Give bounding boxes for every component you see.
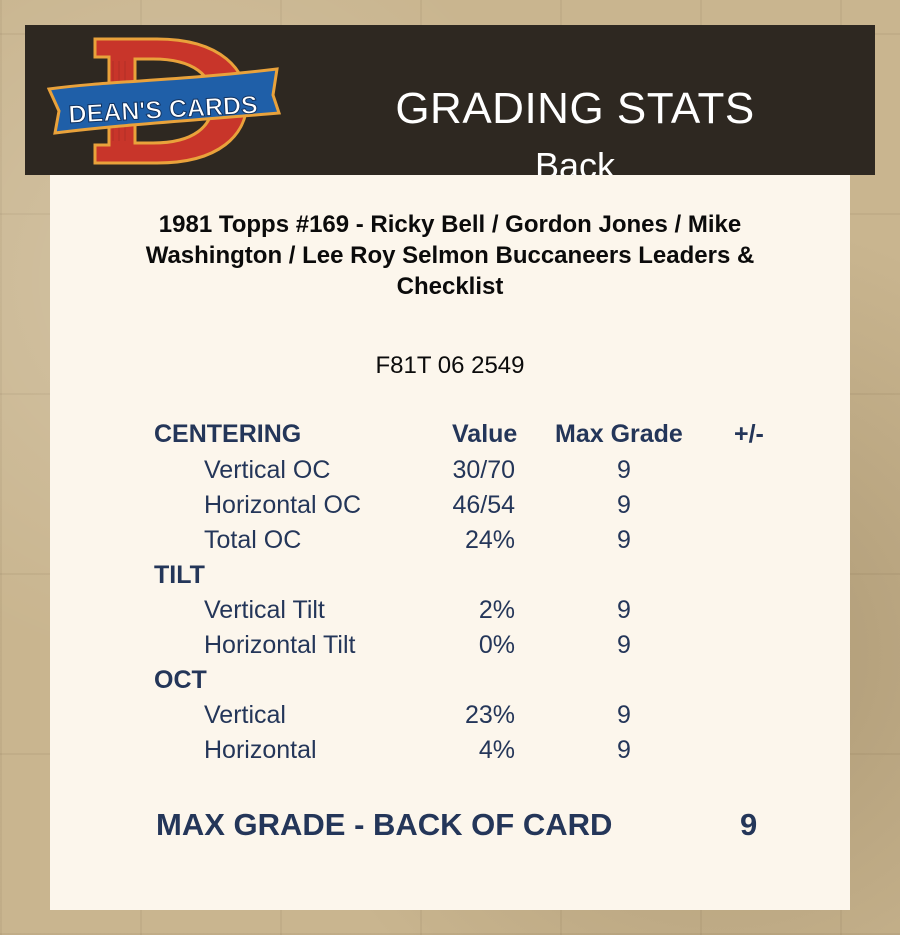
row-label: Vertical OC bbox=[204, 456, 331, 484]
section-row: TILT bbox=[50, 558, 850, 592]
row-value: 0% bbox=[478, 631, 515, 659]
card-title: 1981 Topps #169 - Ricky Bell / Gordon Jo… bbox=[145, 211, 755, 300]
section-heading: TILT bbox=[154, 561, 205, 589]
row-label: Horizontal Tilt bbox=[204, 631, 356, 659]
row-value: 2% bbox=[478, 596, 515, 624]
row-label: Horizontal bbox=[204, 736, 317, 764]
row-label: Vertical bbox=[204, 701, 286, 729]
table-header-row: CENTERING Value Max Grade +/- bbox=[50, 417, 850, 451]
deans-cards-logo: DEAN'S CARDS bbox=[47, 37, 281, 165]
table-row: Vertical Tilt 2% 9 bbox=[50, 593, 850, 627]
row-label: Vertical Tilt bbox=[204, 596, 325, 624]
row-max-grade: 9 bbox=[617, 526, 631, 554]
max-grade-label: MAX GRADE - BACK OF CARD bbox=[156, 807, 613, 842]
column-header-value: Value bbox=[452, 420, 518, 448]
table-row: Vertical OC 30/70 9 bbox=[50, 453, 850, 487]
section-heading: CENTERING bbox=[154, 420, 302, 448]
table-row: Horizontal Tilt 0% 9 bbox=[50, 628, 850, 662]
row-value: 4% bbox=[478, 736, 515, 764]
header-bar: DEAN'S CARDS GRADING STATS Back bbox=[25, 25, 875, 186]
column-header-plus-minus: +/- bbox=[734, 420, 764, 448]
table-row: Vertical 23% 9 bbox=[50, 698, 850, 732]
section-row: OCT bbox=[50, 663, 850, 697]
table-row: Horizontal OC 46/54 9 bbox=[50, 488, 850, 522]
cert-number: F81T 06 2549 bbox=[375, 352, 525, 379]
row-max-grade: 9 bbox=[617, 631, 631, 659]
row-value: 24% bbox=[464, 526, 515, 554]
logo-ribbon bbox=[47, 67, 281, 135]
page-title: GRADING STATS bbox=[395, 84, 755, 133]
row-value: 46/54 bbox=[452, 491, 515, 519]
row-max-grade: 9 bbox=[617, 596, 631, 624]
row-value: 23% bbox=[464, 701, 515, 729]
section-heading: OCT bbox=[154, 666, 207, 694]
table-row: Total OC 24% 9 bbox=[50, 523, 850, 557]
column-header-max-grade: Max Grade bbox=[555, 420, 683, 448]
row-value: 30/70 bbox=[452, 456, 515, 484]
row-label: Horizontal OC bbox=[204, 491, 361, 519]
row-max-grade: 9 bbox=[617, 456, 631, 484]
row-max-grade: 9 bbox=[617, 701, 631, 729]
max-grade-value: 9 bbox=[740, 807, 758, 842]
row-label: Total OC bbox=[204, 526, 302, 554]
row-max-grade: 9 bbox=[617, 736, 631, 764]
table-row: Horizontal 4% 9 bbox=[50, 733, 850, 767]
row-max-grade: 9 bbox=[617, 491, 631, 519]
stats-panel: 1981 Topps #169 - Ricky Bell / Gordon Jo… bbox=[50, 175, 850, 910]
